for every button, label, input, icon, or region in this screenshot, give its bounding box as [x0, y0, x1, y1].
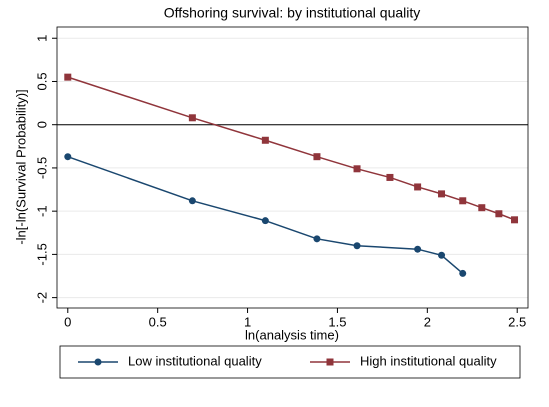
legend-marker — [326, 358, 334, 366]
point — [478, 204, 486, 212]
plot-frame — [56, 26, 529, 309]
y-tick-label: 0 — [34, 121, 49, 128]
legend-marker — [94, 358, 102, 366]
point — [459, 269, 467, 277]
y-tick-label: 0.5 — [34, 72, 49, 90]
legend-label: Low institutional quality — [128, 353, 262, 368]
point — [64, 153, 72, 161]
y-tick-label: -0.5 — [34, 157, 49, 179]
x-tick-label: 2 — [424, 314, 431, 329]
x-tick-label: 1 — [244, 314, 251, 329]
point — [313, 235, 321, 243]
y-tick-label: -1.5 — [34, 243, 49, 265]
point — [495, 210, 503, 218]
point — [261, 136, 269, 144]
y-axis-label: -ln[-ln(Survival Probability)] — [13, 89, 28, 244]
y-tick-label: -2 — [34, 292, 49, 304]
x-tick-label: 0 — [64, 314, 71, 329]
point — [414, 183, 422, 191]
point — [511, 216, 519, 224]
y-tick-label: -1 — [34, 205, 49, 217]
series-line — [67, 155, 464, 274]
x-tick-label: 1.5 — [328, 314, 346, 329]
point — [64, 73, 72, 81]
legend-label: High institutional quality — [360, 353, 497, 368]
point — [188, 197, 196, 205]
point — [188, 114, 196, 122]
point — [386, 173, 394, 181]
x-tick-label: 2.5 — [508, 314, 526, 329]
series-line — [67, 76, 515, 221]
point — [414, 245, 422, 253]
y-tick-label: 1 — [34, 35, 49, 42]
point — [438, 251, 446, 259]
x-axis-label: ln(analysis time) — [245, 327, 339, 342]
chart-title: Offshoring survival: by institutional qu… — [164, 5, 421, 21]
point — [353, 242, 361, 250]
x-tick-label: 0.5 — [149, 314, 167, 329]
point — [353, 165, 361, 173]
point — [459, 197, 467, 205]
point — [438, 190, 446, 198]
point — [313, 153, 321, 161]
point — [261, 217, 269, 225]
legend-box — [59, 345, 521, 379]
